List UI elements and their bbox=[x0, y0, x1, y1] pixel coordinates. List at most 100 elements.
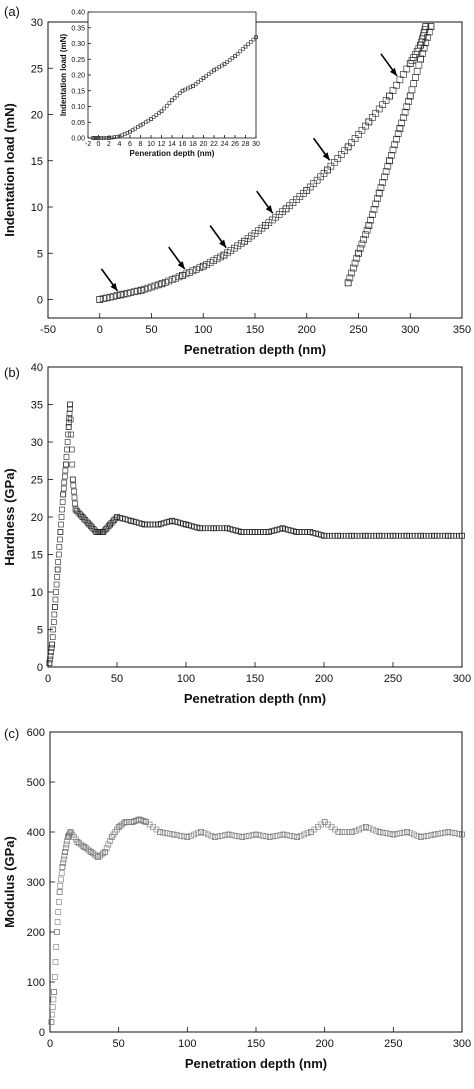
inset-data-point-interpolated bbox=[230, 56, 235, 60]
panel-c-data-point-interpolated bbox=[287, 832, 294, 839]
inset-data-point bbox=[149, 117, 153, 121]
panel-b-data-point bbox=[49, 641, 56, 648]
panel-a-unloading-point-interpolated bbox=[389, 146, 397, 154]
inset-data-point-interpolated bbox=[122, 132, 127, 136]
panel-b-data-point-interpolated bbox=[50, 626, 57, 633]
panel-b-data-point-interpolated bbox=[58, 521, 64, 528]
panel-b-x-tick-label: 50 bbox=[111, 673, 123, 685]
panel-c-data-point bbox=[280, 831, 287, 838]
panel-b-data-point-interpolated bbox=[60, 485, 67, 492]
panel-a-unloading-point-interpolated bbox=[353, 254, 361, 262]
inset-data-point-interpolated bbox=[101, 136, 106, 140]
panel-a-loading-point-interpolated bbox=[175, 273, 183, 281]
panel-c-data-point-interpolated bbox=[397, 830, 404, 837]
panel-b-y-tick-label: 25 bbox=[31, 475, 43, 487]
panel-c-plot-frame bbox=[49, 731, 463, 1033]
panel-c-data-point-interpolated bbox=[62, 845, 69, 852]
panel-b-y-tick-label: 10 bbox=[31, 587, 43, 599]
panel-b-x-tick-label: 200 bbox=[315, 673, 333, 685]
panel-c-data-point-interpolated bbox=[455, 831, 462, 837]
panel-c-data-point bbox=[102, 849, 108, 855]
inset-data-point-interpolated bbox=[225, 60, 229, 64]
panel-c-data-point-interpolated bbox=[124, 819, 131, 825]
inset-x-tick-label: 18 bbox=[189, 141, 197, 148]
panel-c-data-point-interpolated bbox=[174, 832, 180, 838]
inset-data-point bbox=[243, 44, 248, 49]
panel-a-loading-point-interpolated bbox=[237, 240, 245, 247]
inset-data-point bbox=[159, 109, 164, 114]
panel-a-loading-point-interpolated bbox=[372, 109, 380, 117]
panel-b-x-tick-label: 300 bbox=[453, 673, 471, 685]
inset-data-point bbox=[107, 136, 111, 140]
inset-y-tick-label: 0.15 bbox=[71, 88, 85, 95]
panel-a-unloading-point-interpolated bbox=[425, 28, 433, 36]
inset-x-tick-label: -2 bbox=[85, 141, 91, 148]
panel-c-x-tick-label: 50 bbox=[113, 1038, 125, 1050]
panel-c-data-point-interpolated bbox=[229, 832, 235, 838]
panel-a-unloading-point-interpolated bbox=[372, 200, 380, 208]
panel-c-data-point-interpolated bbox=[163, 830, 170, 837]
panel-a-unloading-point-interpolated bbox=[363, 226, 371, 234]
inset-data-point-interpolated bbox=[235, 51, 240, 56]
panel-b-data-point-interpolated bbox=[71, 494, 78, 501]
panel-c-data-point-interpolated bbox=[290, 833, 297, 840]
panel-a-unloading-point-interpolated bbox=[382, 168, 390, 175]
panel-a-loading-point-interpolated bbox=[355, 131, 362, 138]
panel-a-y-tick-label: 25 bbox=[31, 63, 43, 75]
panel-b-x-tick-label: 250 bbox=[384, 673, 402, 685]
panel-c-data-point bbox=[376, 829, 383, 835]
panel-b-data-point-interpolated bbox=[63, 454, 70, 460]
inset-data-point bbox=[233, 54, 237, 58]
panel-b-data-point bbox=[54, 566, 61, 573]
inset-y-tick-label: 0.35 bbox=[71, 25, 85, 32]
inset-data-point-interpolated bbox=[164, 103, 169, 108]
panel-c-data-point-interpolated bbox=[61, 852, 68, 859]
panel-a-loading-point-interpolated bbox=[379, 101, 386, 108]
panel-b-data-point bbox=[52, 604, 58, 610]
panel-b-data-point-interpolated bbox=[61, 479, 68, 486]
inset-data-point-interpolated bbox=[185, 86, 190, 91]
panel-c-data-point-interpolated bbox=[273, 832, 280, 839]
panel-c-data-point-interpolated bbox=[383, 830, 390, 837]
panel-a-chart: (a) -50 0 50 100 150 200 250 300 350051015202530… bbox=[2, 4, 471, 357]
panel-c-data-point bbox=[62, 849, 69, 855]
panel-a-unloading-point-interpolated bbox=[405, 98, 412, 105]
panel-c-data-point-interpolated bbox=[393, 831, 400, 837]
panel-b-y-tick-label: 30 bbox=[31, 437, 43, 449]
inset-plot-frame bbox=[87, 11, 257, 139]
inset-data-point-interpolated bbox=[99, 136, 103, 140]
panel-a-unloading-point-interpolated bbox=[394, 130, 402, 138]
panel-c-data-point-interpolated bbox=[49, 1011, 55, 1018]
panel-b-data-point-interpolated bbox=[62, 473, 68, 480]
panel-a-arrow bbox=[100, 268, 119, 292]
panel-a-y-tick-label: 5 bbox=[37, 248, 43, 260]
inset-data-point-interpolated bbox=[172, 96, 177, 100]
panel-b-x-tick-label: 150 bbox=[246, 673, 264, 685]
panel-a-loading-point bbox=[137, 286, 145, 294]
panel-c-data-point-interpolated bbox=[345, 829, 352, 835]
panel-a-loading-point-interpolated bbox=[234, 242, 242, 250]
panel-a-loading-point bbox=[199, 262, 207, 270]
panel-c-y-tick-label: 400 bbox=[27, 827, 45, 839]
panel-a-loading-point-interpolated bbox=[206, 259, 214, 266]
panel-c-label: (c) bbox=[4, 726, 19, 741]
panel-c-data-point-interpolated bbox=[177, 832, 184, 839]
panel-a-loading-point-interpolated bbox=[341, 147, 349, 155]
panel-a-loading-point bbox=[422, 23, 430, 31]
panel-b-data-point-interpolated bbox=[51, 611, 58, 618]
inset-x-tick-label: 14 bbox=[168, 141, 176, 148]
panel-c-data-point-interpolated bbox=[49, 1004, 56, 1010]
panel-b-x-axis-title: Penetration depth (nm) bbox=[184, 691, 326, 706]
inset-data-point-interpolated bbox=[193, 82, 198, 86]
panel-a-loading-point-interpolated bbox=[400, 71, 407, 78]
panel-c-data-point-interpolated bbox=[387, 831, 393, 837]
panel-c-data-point-interpolated bbox=[380, 829, 386, 836]
panel-a-loading-point-interpolated bbox=[193, 265, 200, 273]
panel-b-chart: (b) 0 50 100 150 200 250 300 0 5 10 15 20 25 30 35 40 Pe… bbox=[2, 362, 471, 706]
panel-c-data-point-interpolated bbox=[411, 831, 417, 838]
panel-c-data-point-interpolated bbox=[438, 830, 445, 837]
panel-b-data-point bbox=[69, 476, 76, 483]
panel-c-data-point-interpolated bbox=[52, 959, 59, 965]
panel-a-loading-point-interpolated bbox=[130, 288, 138, 296]
panel-c-data-point bbox=[390, 831, 397, 838]
